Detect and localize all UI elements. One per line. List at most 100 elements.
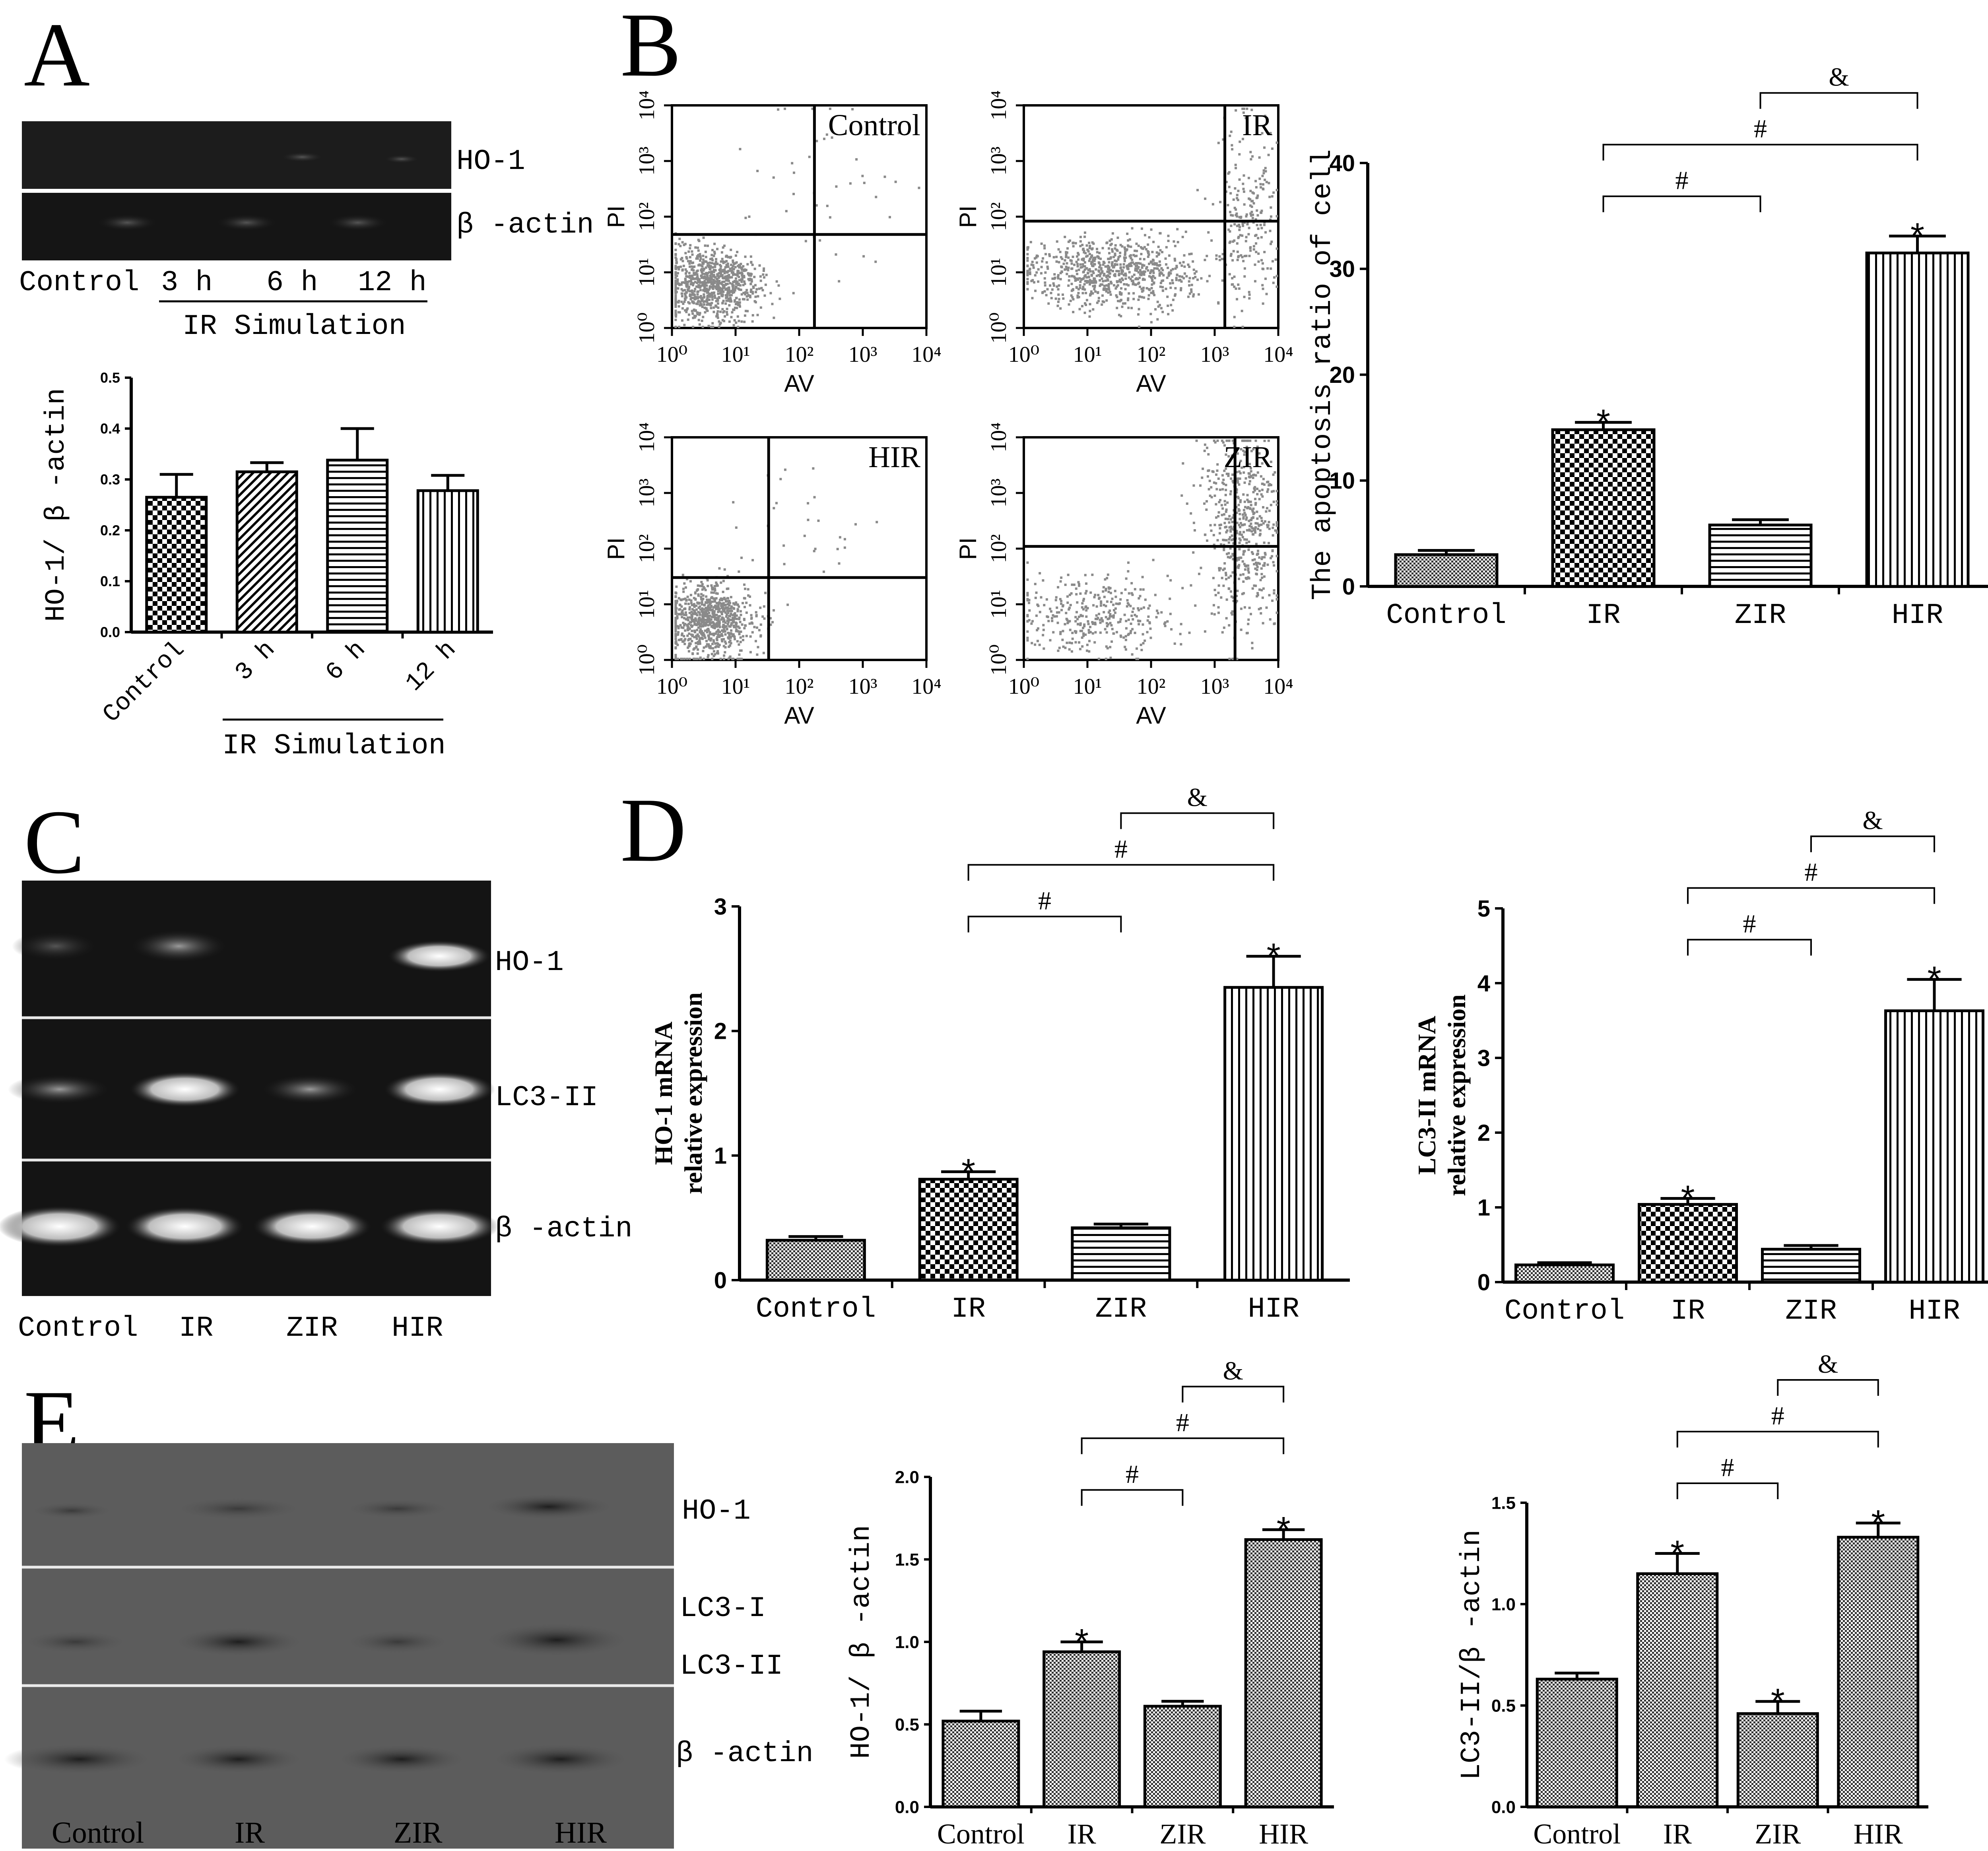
facs-event — [1100, 268, 1103, 271]
significance-star: * — [1871, 1503, 1885, 1543]
facs-event — [674, 601, 677, 604]
facs-event — [1250, 551, 1253, 554]
facs-event — [1062, 262, 1065, 265]
facs-event — [1231, 534, 1233, 537]
facs-event — [750, 288, 753, 291]
facs-event — [1223, 543, 1225, 546]
facs-event — [1229, 556, 1231, 559]
facs-event — [1247, 501, 1250, 503]
facs-event — [1248, 293, 1251, 296]
facs-event — [1265, 606, 1268, 609]
facs-event — [711, 291, 714, 294]
facs-event — [732, 633, 735, 636]
facs-event — [1137, 313, 1140, 316]
facs-event — [727, 279, 730, 282]
facs-event — [1270, 267, 1272, 270]
facs-event — [730, 264, 732, 266]
y-axis-label: The apoptosis ratio of cell — [1307, 149, 1339, 600]
facs-event — [680, 638, 683, 640]
facs-event — [685, 296, 688, 299]
facs-y-tick-label: 10⁴ — [986, 90, 1011, 120]
facs-event — [1131, 227, 1134, 230]
facs-event — [1136, 264, 1138, 267]
blot-band — [20, 1630, 131, 1654]
facs-event — [1080, 630, 1083, 633]
facs-event — [694, 631, 697, 634]
facs-event — [1089, 258, 1091, 260]
facs-event — [712, 634, 715, 636]
significance-star: * — [1596, 402, 1610, 442]
facs-event — [1237, 567, 1240, 569]
facs-event — [1081, 277, 1084, 280]
facs-event — [1276, 215, 1278, 217]
facs-event — [693, 636, 696, 638]
y-tick-label: 3 — [1477, 1045, 1490, 1071]
facs-event — [1109, 291, 1111, 293]
facs-event — [1250, 504, 1252, 506]
category-label: Control — [97, 635, 190, 728]
facs-event — [1227, 576, 1230, 579]
significance-mark: # — [1754, 114, 1767, 144]
facs-event — [1042, 257, 1044, 260]
facs-event — [1156, 264, 1159, 267]
y-tick-label: 0.3 — [100, 471, 120, 488]
facs-event — [1229, 240, 1232, 243]
facs-event — [1082, 287, 1085, 290]
facs-event — [1254, 498, 1257, 501]
facs-event — [695, 608, 698, 611]
facs-x-tick-label: 10⁴ — [911, 342, 942, 367]
facs-event — [687, 638, 690, 640]
facs-event — [720, 597, 722, 600]
facs-event — [1032, 266, 1035, 269]
facs-event — [1218, 569, 1221, 572]
facs-event — [697, 641, 700, 644]
facs-event — [838, 562, 841, 565]
y-axis-label: HO-1 mRNA — [649, 1022, 678, 1165]
facs-event — [1147, 288, 1150, 291]
facs-event — [702, 650, 705, 652]
facs-event — [683, 289, 686, 291]
facs-event — [1088, 315, 1091, 318]
significance-mark: # — [1721, 1453, 1734, 1482]
facs-event — [1044, 271, 1047, 274]
facs-event — [1183, 254, 1186, 257]
facs-event — [1108, 261, 1110, 264]
facs-event — [1264, 167, 1267, 169]
facs-event — [1140, 287, 1143, 290]
facs-event — [728, 633, 731, 635]
significance-bracket — [1676, 1431, 1879, 1447]
facs-event — [695, 613, 698, 615]
facs-event — [685, 599, 688, 601]
facs-event — [701, 603, 703, 606]
facs-event — [1196, 189, 1199, 192]
facs-event — [1222, 483, 1225, 485]
facs-event — [1250, 211, 1253, 213]
facs-event — [1108, 276, 1111, 278]
blot-band — [326, 214, 390, 231]
facs-event — [711, 283, 714, 285]
facs-event — [1268, 521, 1270, 524]
facs-event — [1108, 266, 1110, 269]
facs-event — [1119, 267, 1122, 270]
facs-event — [1100, 267, 1103, 270]
facs-event — [1124, 272, 1127, 275]
facs-event — [1091, 247, 1094, 250]
facs-event — [1125, 627, 1128, 630]
facs-y-tick-label: 10¹ — [986, 258, 1011, 287]
facs-event — [1232, 596, 1235, 599]
facs-event — [746, 295, 748, 298]
facs-event — [1069, 603, 1072, 606]
facs-event — [1249, 190, 1252, 192]
facs-x-label: AV — [784, 370, 814, 397]
facs-event — [713, 627, 716, 629]
facs-event — [1207, 470, 1209, 472]
facs-event — [702, 620, 705, 623]
facs-event — [685, 291, 688, 294]
facs-event — [1026, 636, 1029, 639]
facs-event — [1042, 579, 1044, 582]
facs-event — [1066, 268, 1068, 270]
facs-event — [1028, 268, 1031, 271]
facs-event — [1103, 596, 1106, 598]
facs-event — [1035, 271, 1038, 274]
